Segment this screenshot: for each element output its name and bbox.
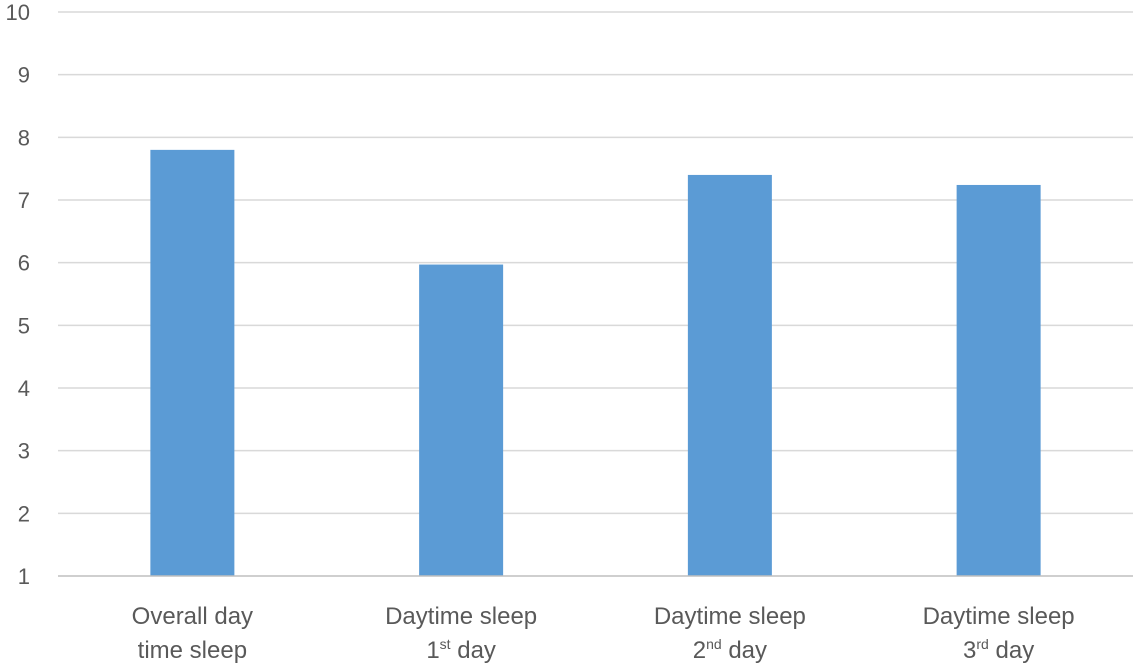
y-axis-tick-labels: 1 2 3 4 5 6 7 8 9 10 xyxy=(6,0,30,589)
y-tick-label: 1 xyxy=(18,564,30,589)
bar xyxy=(150,149,235,576)
category-label-text: 1 xyxy=(426,637,439,664)
y-tick-label: 5 xyxy=(18,313,30,338)
category-label-text: Daytime sleep xyxy=(654,603,806,630)
category-label-text: 2 xyxy=(693,637,706,664)
category-label-rest: day xyxy=(722,637,767,664)
category-label-superscript: nd xyxy=(706,636,722,652)
bar xyxy=(956,184,1041,576)
gridlines xyxy=(58,11,1133,515)
x-axis-category-labels: Overall day time sleep Daytime sleep 1st da… xyxy=(132,603,1075,664)
bars xyxy=(150,149,1041,576)
x-category-label: 2nd day xyxy=(693,636,767,664)
category-label-text: 3 xyxy=(963,637,976,664)
y-tick-label: 10 xyxy=(6,0,30,25)
category-label-text: Daytime sleep xyxy=(385,603,537,630)
category-label-text: Daytime sleep xyxy=(923,603,1075,630)
x-category-label: 3rd day xyxy=(963,636,1034,664)
y-tick-label: 7 xyxy=(18,188,30,213)
x-category-label: time sleep xyxy=(138,637,247,664)
category-label-rest: day xyxy=(451,637,496,664)
bar xyxy=(687,174,772,576)
x-category-label: 1st day xyxy=(426,636,496,664)
y-tick-label: 6 xyxy=(18,251,30,276)
category-label-text: time sleep xyxy=(138,637,247,664)
bar xyxy=(419,264,504,576)
x-category-label: Overall day xyxy=(132,603,253,630)
y-tick-label: 2 xyxy=(18,501,30,526)
y-tick-label: 3 xyxy=(18,439,30,464)
category-label-superscript: st xyxy=(440,636,451,652)
x-category-label: Daytime sleep xyxy=(923,603,1075,630)
y-tick-label: 8 xyxy=(18,125,30,150)
category-label-text: Overall day xyxy=(132,603,253,630)
x-category-label: Daytime sleep xyxy=(385,603,537,630)
y-tick-label: 4 xyxy=(18,376,30,401)
y-tick-label: 9 xyxy=(18,63,30,88)
category-label-superscript: rd xyxy=(976,636,988,652)
x-category-label: Daytime sleep xyxy=(654,603,806,630)
category-label-rest: day xyxy=(989,637,1034,664)
